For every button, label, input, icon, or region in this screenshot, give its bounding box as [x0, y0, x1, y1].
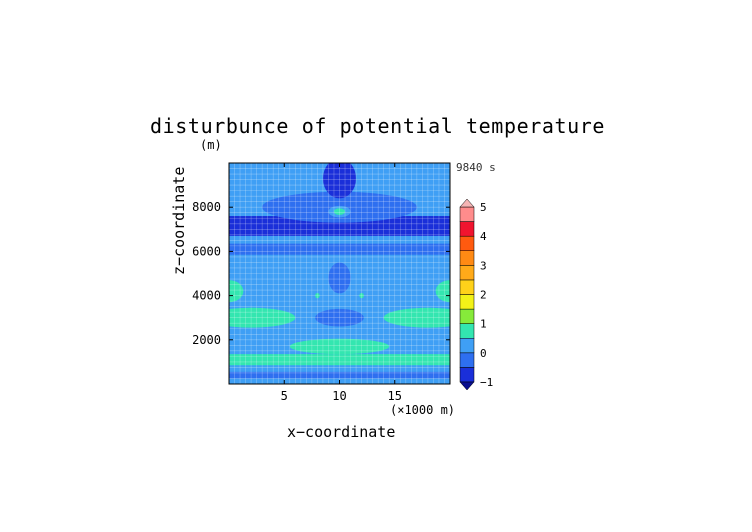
colorbar-segment: [459, 323, 475, 339]
contour-field: [229, 163, 450, 384]
blob-right-4000: [435, 280, 450, 303]
colorbar-tick-label: −1: [480, 376, 493, 389]
blob-left-4000: [229, 280, 244, 303]
blob-low-column: [315, 308, 364, 327]
colorbar-segment: [459, 367, 475, 383]
y-ticks: 2000 4000 6000 8000: [192, 200, 450, 347]
colorbar-tick-label: 5: [480, 201, 487, 214]
colorbar-segment: [459, 308, 475, 324]
blob-right-3000: [383, 307, 450, 328]
band-dark-upper: [229, 216, 450, 236]
colorbar-segment: [459, 250, 475, 266]
colorbar-tick-label: 3: [480, 259, 487, 272]
x-tick-label: 15: [388, 389, 402, 403]
blob-center-hot: [333, 208, 346, 215]
blob-top-plume: [322, 163, 357, 199]
colorbar-bottom-arrow: [459, 381, 475, 391]
blob-left-3000: [229, 307, 296, 328]
colorbar-segment: [459, 294, 475, 310]
colorbar: −1 0 1 2 3 4 5: [459, 198, 493, 391]
colorbar-segment: [459, 221, 475, 237]
colorbar-tick-label: 2: [480, 289, 487, 302]
y-tick-label: 4000: [192, 289, 221, 303]
grid-lines: [229, 163, 450, 384]
colorbar-tick-label: 4: [480, 230, 487, 243]
y-axis-unit: (m): [200, 138, 222, 152]
blob-mid-column: [328, 262, 351, 294]
y-tick-label: 8000: [192, 200, 221, 214]
x-axis-label: x−coordinate: [287, 423, 396, 441]
x-ticks: 5 10 15: [281, 163, 402, 403]
band-green-lower: [229, 354, 450, 366]
band-mid-upper: [229, 243, 450, 255]
x-tick-label: 5: [281, 389, 288, 403]
blob-center-1700: [289, 338, 390, 355]
colorbar-segment: [459, 265, 475, 281]
y-tick-label: 2000: [192, 333, 221, 347]
colorbar-tick-label: 0: [480, 347, 487, 360]
colorbar-top-arrow: [459, 198, 475, 208]
dot-left-4000: [315, 292, 320, 299]
colorbar-segment: [459, 338, 475, 354]
colorbar-segment: [459, 235, 475, 252]
y-tick-label: 6000: [192, 244, 221, 258]
colorbar-segment: [459, 279, 475, 295]
x-axis-unit: (×1000 m): [390, 403, 456, 417]
x-tick-label: 10: [332, 389, 346, 403]
chart-title: disturbunce of potential temperature: [150, 114, 606, 138]
colorbar-tick-label: 1: [480, 318, 487, 331]
band-blue-bottom: [229, 371, 450, 379]
time-label: 9840 s: [456, 161, 496, 174]
colorbar-segment: [459, 352, 475, 368]
colorbar-segment: [459, 206, 475, 222]
dot-right-4000: [359, 292, 364, 299]
